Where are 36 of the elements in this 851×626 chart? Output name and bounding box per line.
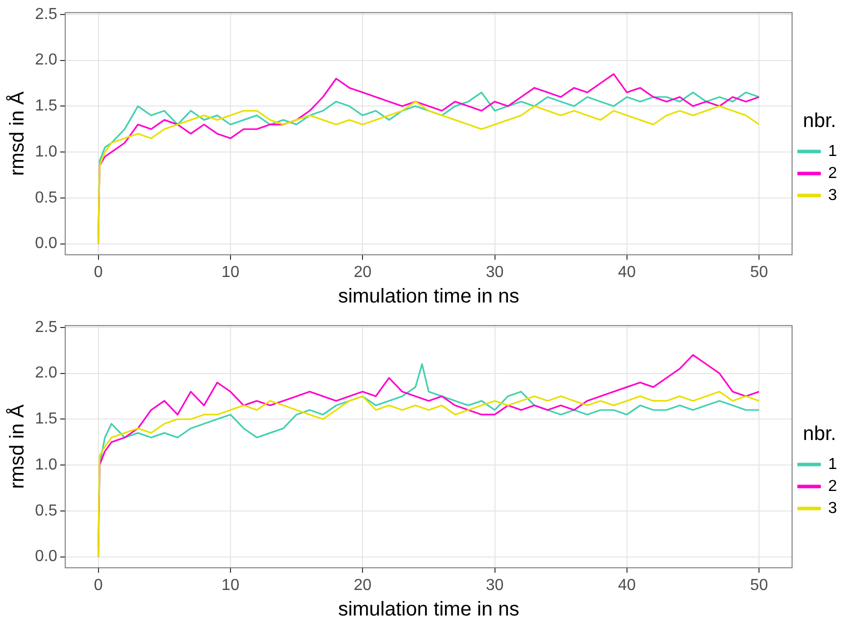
y-axis-title: rmsd in Å [6, 404, 29, 489]
y-tick-label: 0.5 [34, 189, 58, 206]
legend-title: nbr. [802, 110, 836, 132]
y-tick-label: 0.5 [34, 502, 58, 520]
y-tick-label: 1.0 [34, 143, 58, 160]
y-tick-label: 0.0 [34, 548, 58, 566]
x-tick-label: 50 [750, 264, 768, 281]
y-tick-label: 2.0 [34, 364, 58, 382]
legend-title: nbr. [802, 423, 836, 446]
x-tick-label: 40 [618, 264, 636, 281]
y-tick-label: 2.0 [34, 52, 58, 69]
y-axis-title: rmsd in Å [6, 90, 29, 176]
legend-label: 3 [828, 186, 838, 204]
y-tick-label: 1.5 [34, 410, 58, 428]
y-tick-label: 2.5 [34, 318, 58, 336]
legend-label: 1 [828, 456, 838, 473]
x-tick-label: 10 [222, 264, 240, 281]
x-axis-title: simulation time in ns [338, 286, 520, 308]
legend-label: 3 [828, 500, 838, 517]
legend-label: 2 [828, 478, 838, 495]
x-tick-label: 0 [94, 264, 103, 281]
y-tick-label: 2.5 [34, 6, 58, 23]
y-tick-label: 1.0 [34, 456, 58, 474]
x-tick-label: 30 [486, 264, 504, 281]
x-tick-label: 40 [618, 576, 636, 594]
y-tick-label: 0.0 [34, 235, 58, 252]
x-tick-label: 0 [94, 576, 103, 594]
x-tick-label: 20 [354, 576, 372, 594]
legend-label: 2 [828, 164, 838, 182]
y-tick-label: 1.5 [34, 98, 58, 115]
x-tick-label: 20 [354, 264, 372, 281]
x-tick-label: 10 [222, 576, 240, 594]
x-axis-title: simulation time in ns [338, 598, 520, 621]
legend-label: 1 [828, 142, 838, 160]
x-tick-label: 30 [486, 576, 504, 594]
x-tick-label: 50 [750, 576, 768, 594]
